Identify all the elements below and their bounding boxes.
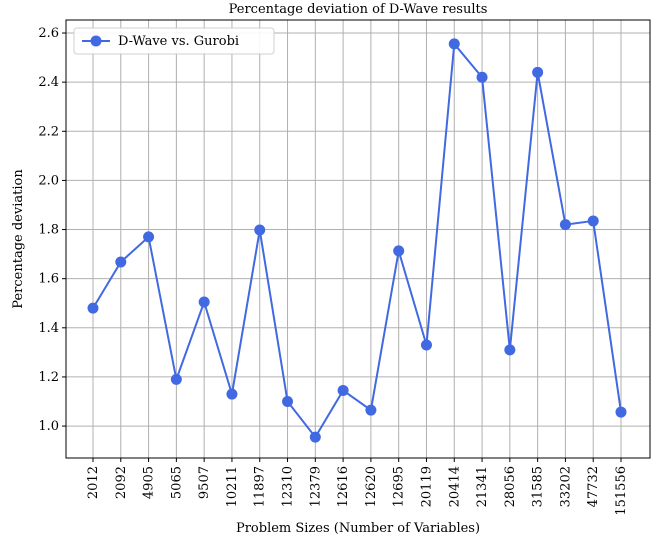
- x-tick-label: 20119: [419, 466, 434, 507]
- grid: [66, 20, 650, 458]
- y-tick-label: 1.0: [38, 419, 59, 434]
- marker: [143, 231, 155, 243]
- y-tick-label: 2.6: [38, 26, 59, 41]
- y-tick-label: 2.0: [38, 173, 59, 188]
- marker: [420, 339, 432, 351]
- y-tick-label: 1.8: [38, 223, 59, 238]
- marker: [254, 224, 266, 236]
- line: [92, 41, 622, 439]
- x-tick-label: 12310: [281, 466, 296, 507]
- marker: [115, 256, 127, 268]
- y-tick-label: 1.6: [38, 272, 59, 287]
- y-axis-label: Percentage deviation: [11, 169, 26, 309]
- marker: [365, 404, 377, 416]
- x-tick-label: 2092: [114, 466, 129, 499]
- marker: [198, 296, 210, 308]
- chart-title: Percentage deviation of D-Wave results: [229, 2, 488, 17]
- x-tick-label: 31585: [531, 466, 546, 507]
- marker: [615, 406, 627, 418]
- marker: [170, 373, 182, 385]
- marker: [587, 215, 599, 227]
- marker: [504, 344, 516, 356]
- x-tick-label: 20414: [447, 466, 462, 507]
- marker: [448, 38, 460, 50]
- x-tick-label: 4905: [142, 466, 157, 499]
- x-tick-label: 9507: [197, 466, 212, 499]
- x-tick-label: 21341: [475, 466, 490, 507]
- x-tick-label: 47732: [586, 466, 601, 507]
- x-tick-label: 2012: [86, 466, 101, 499]
- marker: [476, 71, 488, 83]
- plot-frame: [65, 19, 651, 459]
- y-tick-label: 1.4: [38, 321, 59, 336]
- marker: [309, 431, 321, 443]
- x-tick-label: 10211: [225, 466, 240, 507]
- x-tick-label: 12695: [392, 466, 407, 507]
- y-tick-label: 2.2: [38, 124, 59, 139]
- legend-box: [73, 27, 275, 55]
- marker: [532, 66, 544, 78]
- marker: [226, 388, 238, 400]
- x-tick-label: 5065: [169, 466, 184, 499]
- marker: [87, 302, 99, 314]
- legend-label: D-Wave vs. Gurobi: [118, 34, 239, 49]
- y-tick-label: 1.2: [38, 370, 59, 385]
- marker: [559, 219, 571, 231]
- x-tick-label: 33202: [558, 466, 573, 507]
- marker: [337, 384, 349, 396]
- x-tick-label: 28056: [503, 466, 518, 507]
- y-tick-label: 2.4: [38, 75, 59, 90]
- marker: [393, 245, 405, 257]
- x-axis-label: Problem Sizes (Number of Variables): [236, 521, 480, 536]
- x-tick-label: 12616: [336, 466, 351, 507]
- legend-marker: [90, 35, 102, 47]
- x-tick-label: 12620: [364, 466, 379, 507]
- x-tick-label: 12379: [308, 466, 323, 507]
- marker: [282, 395, 294, 407]
- x-tick-label: 11897: [253, 466, 268, 507]
- x-tick-label: 151556: [614, 466, 629, 516]
